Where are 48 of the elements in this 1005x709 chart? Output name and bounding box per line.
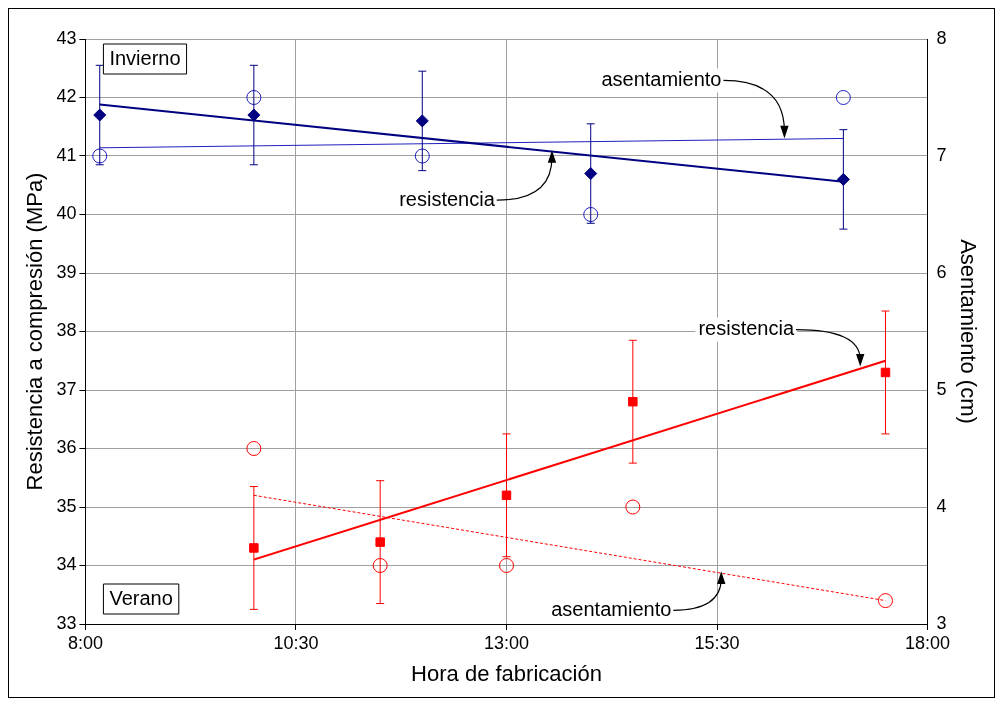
y-tick-label: 37 <box>56 378 77 399</box>
x-tick-label: 8:00 <box>67 632 103 653</box>
point <box>501 490 512 501</box>
point <box>628 396 638 407</box>
y-tick-label: 33 <box>56 612 77 633</box>
point <box>835 90 851 105</box>
point <box>249 543 259 553</box>
point <box>93 108 107 122</box>
y-tick-label: 36 <box>56 437 77 458</box>
y2-tick-label: 5 <box>936 378 947 399</box>
y2-tick-label: 8 <box>936 27 947 48</box>
x-axis-title: Hora de fabricación <box>411 660 602 686</box>
y2-tick-label: 6 <box>936 261 947 282</box>
point <box>372 558 388 573</box>
y-tick-label: 43 <box>56 27 77 48</box>
annotation: resistencia <box>698 317 795 340</box>
point <box>375 537 385 547</box>
annotation: asentamiento <box>551 597 672 620</box>
y-tick-label: 38 <box>56 320 77 341</box>
y2-tick-label: 4 <box>936 495 947 516</box>
x-tick-label: 10:30 <box>273 632 319 653</box>
y-axis-title: Resistencia a compresión (MPa) <box>22 172 48 491</box>
point <box>92 148 108 164</box>
x-tick-label: 15:30 <box>694 632 740 653</box>
y-tick-label: 40 <box>56 203 77 224</box>
y-tick-label: 35 <box>56 495 77 516</box>
annotation: Verano <box>109 586 173 609</box>
annotation: resistencia <box>399 187 496 210</box>
y2-axis-title: Asentamiento (cm) <box>955 239 981 424</box>
x-tick-label: 13:00 <box>483 632 530 653</box>
point <box>246 441 262 456</box>
y-tick-label: 34 <box>56 554 77 575</box>
y2-tick-label: 7 <box>936 144 947 165</box>
y2-tick-label: 3 <box>936 612 947 633</box>
y-tick-label: 39 <box>56 261 77 282</box>
point <box>877 593 893 609</box>
annotation: Invierno <box>109 46 181 69</box>
annotation: asentamiento <box>601 67 722 90</box>
point <box>584 167 598 181</box>
point <box>415 114 429 128</box>
point <box>499 558 515 573</box>
point <box>583 207 599 222</box>
x-tick-label: 18:00 <box>905 632 951 653</box>
y-tick-label: 41 <box>56 144 77 165</box>
y-tick-label: 42 <box>56 86 77 107</box>
point <box>414 148 430 164</box>
point <box>246 90 262 105</box>
point <box>625 499 641 515</box>
